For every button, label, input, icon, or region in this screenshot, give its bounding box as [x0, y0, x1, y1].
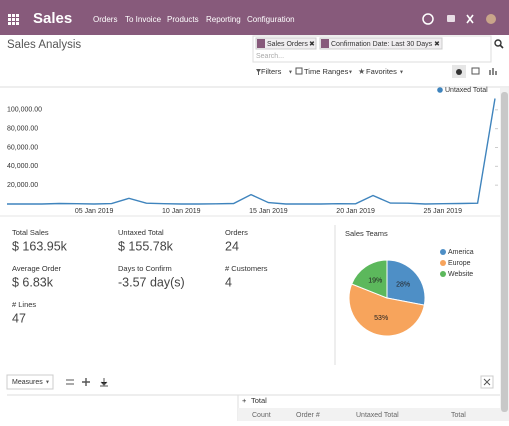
search-icon[interactable]: [494, 39, 502, 47]
kpi-value: 4: [225, 275, 232, 289]
svg-text:▼: ▼: [288, 69, 293, 75]
slice-label: 19%: [368, 278, 382, 285]
y-tick-label: 40,000.00: [7, 163, 38, 170]
facet-text: Sales Orders: [267, 41, 308, 48]
legend-swatch: [440, 249, 446, 255]
measures-label: Measures: [12, 379, 43, 386]
scroll-thumb[interactable]: [501, 92, 508, 412]
app-name: Sales: [33, 10, 72, 27]
column-header: Untaxed Total: [356, 412, 399, 419]
expand-sign[interactable]: +: [242, 396, 247, 405]
expand-all[interactable]: [82, 378, 90, 386]
svg-text:▼: ▼: [348, 69, 353, 75]
y-tick-label: 20,000.00: [7, 182, 38, 189]
kpi-label: Total Sales: [12, 228, 49, 237]
kpi-label: Average Order: [12, 264, 62, 273]
pie-slice[interactable]: [348, 283, 425, 337]
facet-icon: [321, 39, 329, 48]
legend-swatch: [440, 260, 446, 266]
menu-item[interactable]: Configuration: [247, 15, 295, 24]
debug-icon[interactable]: [466, 14, 474, 24]
kpi-label: # Lines: [12, 300, 36, 309]
menu-item[interactable]: To Invoice: [125, 15, 162, 24]
facet[interactable]: [255, 37, 317, 50]
y-tick-label: 60,000.00: [7, 144, 38, 151]
row-header[interactable]: Total: [251, 396, 267, 405]
navbar: [0, 0, 509, 35]
page-title: Sales Analysis: [7, 39, 81, 51]
facet-remove[interactable]: ✖: [434, 41, 440, 48]
kpi-value: 47: [12, 311, 26, 325]
filters-button[interactable]: Filters: [261, 67, 282, 76]
column-header: Total: [451, 412, 466, 419]
download[interactable]: [100, 378, 108, 387]
flip-axis[interactable]: [66, 379, 74, 385]
legend-label[interactable]: America: [448, 249, 474, 256]
chart-view[interactable]: [489, 68, 497, 75]
svg-text:▼: ▼: [45, 379, 50, 385]
chart-title: Sales Teams: [345, 229, 388, 238]
kpi-value: $ 163.95k: [12, 239, 68, 253]
legend-label[interactable]: Untaxed Total: [445, 87, 488, 94]
legend-swatch: [440, 271, 446, 277]
slice-label: 53%: [374, 315, 388, 322]
avatar[interactable]: [486, 14, 496, 24]
kpi-value: $ 155.78k: [118, 239, 174, 253]
kpi-value: -3.57 day(s): [118, 275, 185, 289]
svg-text:★: ★: [358, 67, 365, 76]
legend-label[interactable]: Europe: [448, 260, 471, 267]
kpi-label: Orders: [225, 228, 248, 237]
measures-button[interactable]: [6, 374, 54, 390]
facet-text: Confirmation Date: Last 30 Days: [331, 41, 433, 48]
line: [7, 98, 496, 205]
pie-slice[interactable]: [351, 259, 388, 299]
x-tick-label: 05 Jan 2019: [75, 208, 114, 215]
legend-swatch: [437, 87, 443, 93]
menu-item[interactable]: Orders: [93, 15, 117, 24]
search-placeholder: Search...: [256, 53, 284, 60]
facet-icon: [257, 39, 265, 48]
x-tick-label: 10 Jan 2019: [162, 208, 201, 215]
y-tick-label: 80,000.00: [7, 126, 38, 133]
x-tick-label: 15 Jan 2019: [249, 208, 288, 215]
facet[interactable]: [319, 37, 443, 50]
favorites-button[interactable]: Favorites: [366, 67, 397, 76]
activity-icon[interactable]: [422, 13, 434, 25]
menu-item[interactable]: Products: [167, 15, 199, 24]
slice-label: 28%: [396, 282, 410, 289]
chat-icon[interactable]: [447, 15, 455, 22]
kpi-value: 24: [225, 239, 239, 253]
pivot-view[interactable]: [471, 67, 480, 75]
kpi-label: Untaxed Total: [118, 228, 164, 237]
y-tick-label: 100,000.00: [7, 107, 42, 114]
kpi-label: # Customers: [225, 264, 268, 273]
column-header: Count: [252, 412, 271, 419]
kpi-value: $ 6.83k: [12, 275, 54, 289]
apps-icon[interactable]: [8, 14, 19, 25]
x-tick-label: 25 Jan 2019: [423, 208, 462, 215]
svg-text:▼: ▼: [399, 69, 404, 75]
kpi-label: Days to Confirm: [118, 264, 172, 273]
x-tick-label: 20 Jan 2019: [336, 208, 375, 215]
pie-slice[interactable]: [386, 259, 426, 306]
column-header: Order #: [296, 412, 320, 419]
facet-remove[interactable]: ✖: [309, 41, 315, 48]
legend-label[interactable]: Website: [448, 271, 473, 278]
menu-item[interactable]: Reporting: [206, 15, 241, 24]
time-ranges-button[interactable]: Time Ranges: [304, 67, 349, 76]
